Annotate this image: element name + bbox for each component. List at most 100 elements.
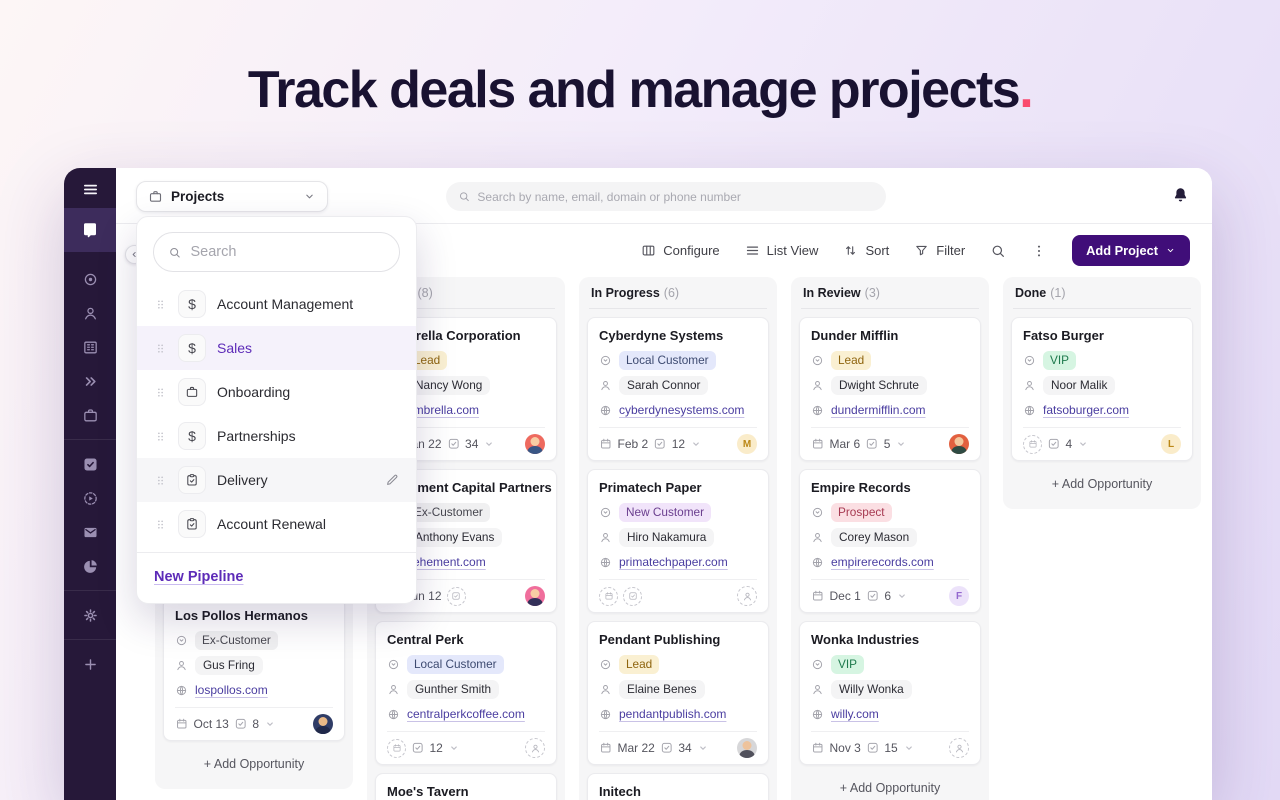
due-date: Nov 3 [829,741,861,755]
dropdown-footer: New Pipeline [137,553,416,603]
pipeline-item-delivery[interactable]: Delivery [137,458,416,502]
domain-row: cyberdynesystems.com [599,400,757,420]
opportunity-card[interactable]: Los Pollos Hermanos Ex-Customer Gus Fring l… [163,597,345,741]
opportunity-card[interactable]: Wonka Industries VIP Willy Wonka willy.com N… [799,621,981,765]
list-view-button[interactable]: List View [745,243,818,258]
status-tag: Lead [407,350,448,370]
board-search-icon[interactable] [990,243,1006,259]
domain-link[interactable]: fatsoburger.com [1043,403,1130,417]
pipeline-item-sales[interactable]: $ Sales [137,326,416,370]
column-divider [801,308,979,309]
new-pipeline-link[interactable]: New Pipeline [154,569,244,585]
card-footer: Feb 2 12 M [599,427,757,460]
sequences-icon[interactable] [82,490,99,507]
pipeline-list: $ Account Management $ Sales Onboarding $ Part… [137,282,416,546]
globe-icon [1023,404,1036,417]
domain-link[interactable]: empirerecords.com [831,555,934,569]
clipboard-icon [178,466,206,494]
pipeline-search[interactable] [153,232,400,272]
person-row: Willy Wonka [811,679,969,699]
domain-link[interactable]: dundermifflin.com [831,403,926,417]
add-opportunity-button[interactable]: + Add Opportunity [1051,477,1153,491]
more-options-icon[interactable] [1031,243,1047,259]
status-select-icon [1023,354,1036,367]
status-tag: VIP [831,654,865,674]
status-tag: Lead [619,654,660,674]
sort-arrows-icon [843,243,858,258]
opportunity-card[interactable]: Empire Records Prospect Corey Mason empirer… [799,469,981,613]
add-opportunity-button[interactable]: + Add Opportunity [203,757,305,771]
menu-icon[interactable] [82,181,99,198]
domain-row: empirerecords.com [811,552,969,572]
domain-link[interactable]: umbrella.com [407,403,480,417]
task-count: 5 [883,437,891,451]
column-header: In Progress (6) [579,277,777,308]
company-name: Moe's Tavern [387,784,469,799]
company-name: Cyberdyne Systems [599,328,724,343]
domain-link[interactable]: willy.com [831,707,879,721]
person-row: Noor Malik [1023,375,1181,395]
pipeline-item-account-management[interactable]: $ Account Management [137,282,416,326]
pipeline-item-label: Account Management [217,296,354,312]
company-name: Empire Records [811,480,911,495]
domain-link[interactable]: lospollos.com [195,683,268,697]
pipeline-search-input[interactable] [190,244,385,260]
dollar-icon: $ [178,334,206,362]
opportunity-card[interactable]: Pendant Publishing Lead Elaine Benes pendan… [587,621,769,765]
pipeline-selector-label: Projects [171,189,225,204]
status-row: VIP [1023,350,1181,370]
person-icon [811,683,824,696]
domain-link[interactable]: centralperkcoffee.com [407,707,525,721]
global-search[interactable] [446,182,886,211]
records-target-icon[interactable] [82,271,99,288]
pipeline-item-account-renewal[interactable]: Account Renewal [137,502,416,546]
opportunity-card[interactable]: Dunder Mifflin Lead Dwight Schrute dundermi… [799,317,981,461]
add-project-button[interactable]: Add Project [1072,235,1190,266]
add-workspace-icon[interactable] [82,656,99,673]
configure-button[interactable]: Configure [641,243,720,258]
company-name: Fatso Burger [1023,328,1104,343]
top-bar [116,168,1212,224]
domain-link[interactable]: pendantpublish.com [619,707,727,721]
sort-button[interactable]: Sort [843,243,889,258]
person-icon [1023,379,1036,392]
person-row: Dwight Schrute [811,375,969,395]
companies-icon[interactable] [82,339,99,356]
filter-funnel-icon [914,243,929,258]
domain-link[interactable]: primatechpaper.com [619,555,728,569]
reports-icon[interactable] [82,558,99,575]
filter-button[interactable]: Filter [914,243,965,258]
global-search-input[interactable] [477,189,874,204]
workflows-icon[interactable] [82,373,99,390]
emails-icon[interactable] [82,524,99,541]
notifications-bell-icon[interactable] [1171,186,1190,205]
people-icon[interactable] [82,305,99,322]
sidebar-item-active[interactable] [64,208,116,252]
settings-icon[interactable] [82,607,99,624]
opportunity-card[interactable]: Central Perk Local Customer Gunther Smith c… [375,621,557,765]
person-row: Anthony Evans [387,527,545,547]
tasks-icon[interactable] [82,456,99,473]
add-opportunity-button[interactable]: + Add Opportunity [839,781,941,795]
opportunity-card[interactable]: InitechEx-CustomerKimberly Cheng [587,773,769,800]
pipeline-item-onboarding[interactable]: Onboarding [137,370,416,414]
globe-icon [811,404,824,417]
pipeline-selector[interactable]: Projects [136,181,328,212]
opportunity-card[interactable]: Fatso Burger VIP Noor Malik fatsoburger.com… [1011,317,1193,461]
column-divider [1013,308,1191,309]
person-row: Nancy Wong [387,375,545,395]
avatar-face [318,717,328,726]
tasks-check-icon [1047,437,1061,451]
opportunity-card[interactable]: Cyberdyne Systems Local Customer Sarah Con… [587,317,769,461]
chevron-down-icon [690,438,702,450]
pipeline-item-partnerships[interactable]: $ Partnerships [137,414,416,458]
deals-icon[interactable] [82,407,99,424]
opportunity-card[interactable]: Moe's TavernNew CustomerMoe Szyslak [375,773,557,800]
domain-link[interactable]: vehement.com [407,555,486,569]
placeholder-calendar-icon [1023,434,1042,454]
drag-handle-icon [154,298,167,311]
domain-link[interactable]: cyberdynesystems.com [619,403,745,417]
assignee-avatar-placeholder [737,586,757,606]
opportunity-card[interactable]: Primatech Paper New Customer Hiro Nakamura… [587,469,769,613]
edit-pencil-icon [385,473,399,487]
